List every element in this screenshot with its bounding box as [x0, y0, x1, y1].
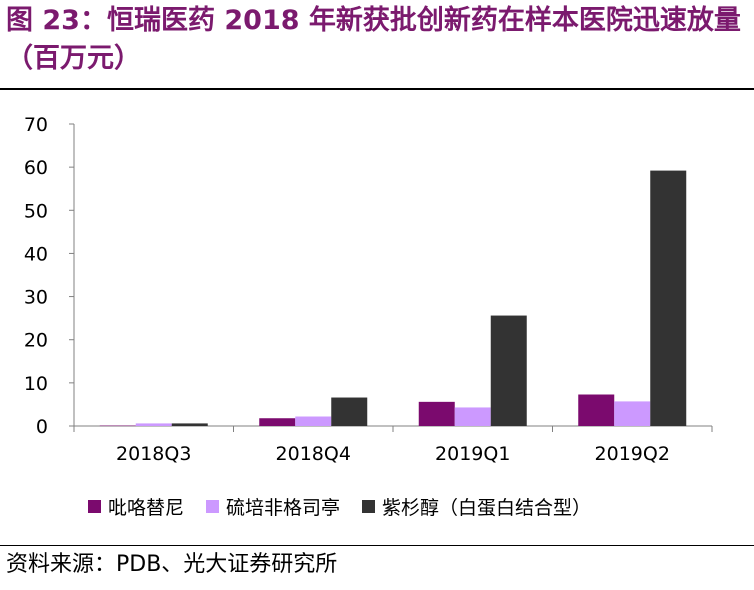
bar-pyrotinib — [578, 394, 615, 426]
bar-mecapegfilgrastim — [135, 423, 172, 426]
bar-pyrotinib — [99, 425, 136, 427]
x-tick-label: 2018Q3 — [116, 443, 191, 465]
bar-mecapegfilgrastim — [295, 416, 332, 426]
y-tick-label: 40 — [24, 243, 48, 265]
legend-swatch-mecapegfilgrastim — [206, 499, 220, 513]
legend-label-mecapegfilgrastim: 硫培非格司亭 — [226, 496, 341, 519]
y-tick-label: 50 — [24, 200, 48, 222]
bar-paclitaxel — [490, 315, 527, 426]
y-tick-label: 20 — [24, 330, 48, 352]
x-tick-label: 2019Q2 — [595, 443, 670, 465]
bar-pyrotinib — [259, 418, 296, 426]
legend-item-pyrotinib: 吡咯替尼 — [88, 493, 184, 520]
bar-mecapegfilgrastim — [454, 407, 491, 426]
legend-swatch-pyrotinib — [88, 499, 101, 513]
bar-pyrotinib — [418, 401, 455, 426]
bar-paclitaxel — [650, 170, 687, 426]
bar-chart: 0 10 20 30 40 50 60 70 2018Q3 2018Q4 2019Q1 2019Q2 — [24, 114, 713, 465]
x-tick-label: 2018Q4 — [276, 443, 351, 465]
source-divider — [0, 545, 754, 546]
x-tick-label: 2019Q1 — [435, 443, 510, 465]
y-tick-label: 10 — [24, 373, 48, 395]
y-tick-label: 0 — [36, 416, 48, 438]
bar-paclitaxel — [331, 397, 368, 426]
bar-mecapegfilgrastim — [614, 401, 651, 426]
chart-title: 图 23：恒瑞医药 2018 年新获批创新药在样本医院迅速放量（百万元） — [6, 5, 741, 74]
legend-label-paclitaxel: 紫杉醇（白蛋白结合型） — [382, 496, 592, 519]
y-tick-label: 70 — [24, 114, 48, 136]
legend-item-mecapegfilgrastim: 硫培非格司亭 — [206, 493, 340, 520]
source-note: 资料来源：PDB、光大证券研究所 — [6, 552, 338, 577]
legend-label-pyrotinib: 吡咯替尼 — [108, 496, 185, 519]
title-divider — [0, 88, 754, 90]
y-tick-label: 30 — [24, 287, 48, 309]
bar-paclitaxel — [171, 423, 208, 426]
y-tick-label: 60 — [24, 157, 48, 179]
legend-item-paclitaxel: 紫杉醇（白蛋白结合型） — [362, 493, 591, 520]
legend-swatch-paclitaxel — [362, 499, 376, 513]
chart-legend: 吡咯替尼 硫培非格司亭 紫杉醇（白蛋白结合型） — [88, 493, 613, 519]
